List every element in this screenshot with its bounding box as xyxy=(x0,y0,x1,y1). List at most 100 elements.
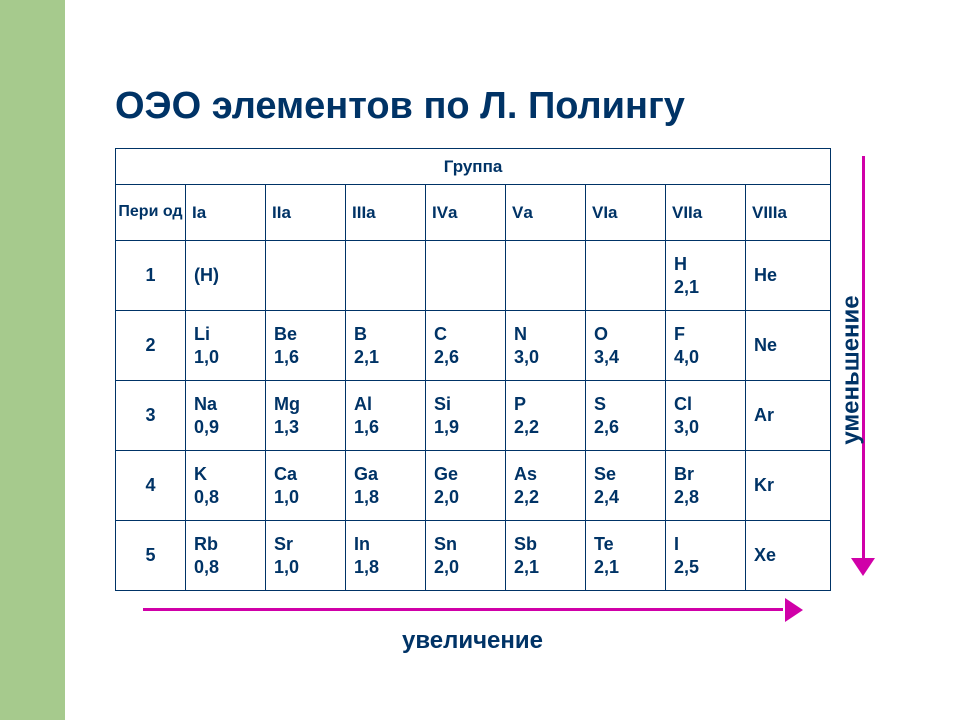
element-symbol: P xyxy=(514,394,526,414)
table-row: 2Li1,0Be1,6B2,1C2,6N3,0O3,4F4,0Ne xyxy=(116,311,831,381)
electronegativity-value: 2,4 xyxy=(594,486,657,509)
electronegativity-value: 4,0 xyxy=(674,346,737,369)
element-cell: C2,6 xyxy=(426,311,506,381)
content-row: Группа Пери од Iа IIа IIIа IVа Vа VIа VI… xyxy=(115,148,930,591)
electronegativity-value: 2,1 xyxy=(674,276,737,299)
element-symbol: Be xyxy=(274,324,297,344)
increase-label: увеличение xyxy=(115,627,830,655)
element-cell: Sn2,0 xyxy=(426,521,506,591)
electronegativity-value: 1,0 xyxy=(194,346,257,369)
element-symbol: Kr xyxy=(754,475,774,495)
electronegativity-table: Группа Пери од Iа IIа IIIа IVа Vа VIа VI… xyxy=(115,148,831,591)
element-symbol: Sn xyxy=(434,534,457,554)
table-row: 5Rb0,8Sr1,0In1,8Sn2,0Sb2,1Te2,1I2,5Xe xyxy=(116,521,831,591)
element-cell: Si1,9 xyxy=(426,381,506,451)
electronegativity-value: 1,8 xyxy=(354,556,417,579)
group-col-3: IIIа xyxy=(346,185,426,241)
element-cell: I2,5 xyxy=(666,521,746,591)
electronegativity-value: 2,2 xyxy=(514,416,577,439)
element-cell xyxy=(346,241,426,311)
element-symbol: Ca xyxy=(274,464,297,484)
electronegativity-value: 1,6 xyxy=(274,346,337,369)
element-symbol: Mg xyxy=(274,394,300,414)
period-number: 1 xyxy=(116,241,186,311)
element-cell: Xe xyxy=(746,521,831,591)
element-cell: He xyxy=(746,241,831,311)
element-symbol: Ne xyxy=(754,335,777,355)
element-symbol: Se xyxy=(594,464,616,484)
element-symbol: (H) xyxy=(194,265,219,285)
electronegativity-value: 3,0 xyxy=(674,416,737,439)
element-cell xyxy=(586,241,666,311)
element-cell: Li1,0 xyxy=(186,311,266,381)
electronegativity-value: 1,3 xyxy=(274,416,337,439)
element-cell xyxy=(266,241,346,311)
element-cell xyxy=(506,241,586,311)
element-cell: As2,2 xyxy=(506,451,586,521)
bottom-annotation: увеличение xyxy=(115,597,830,655)
element-symbol: H xyxy=(674,254,687,274)
element-cell: Ca1,0 xyxy=(266,451,346,521)
element-cell: Be1,6 xyxy=(266,311,346,381)
period-number: 5 xyxy=(116,521,186,591)
group-header: Группа xyxy=(116,149,831,185)
element-symbol: Xe xyxy=(754,545,776,565)
group-col-5: Vа xyxy=(506,185,586,241)
element-symbol: As xyxy=(514,464,537,484)
element-cell: Cl3,0 xyxy=(666,381,746,451)
element-cell: Sb2,1 xyxy=(506,521,586,591)
element-cell: Se2,4 xyxy=(586,451,666,521)
element-cell xyxy=(426,241,506,311)
element-symbol: Sr xyxy=(274,534,293,554)
element-cell: B2,1 xyxy=(346,311,426,381)
element-symbol: B xyxy=(354,324,367,344)
table-row: 4K0,8Ca1,0Ga1,8Ge2,0As2,2Se2,4Br2,8Kr xyxy=(116,451,831,521)
electronegativity-value: 2,1 xyxy=(514,556,577,579)
electronegativity-value: 2,2 xyxy=(514,486,577,509)
element-symbol: F xyxy=(674,324,685,344)
element-symbol: I xyxy=(674,534,679,554)
group-col-6: VIа xyxy=(586,185,666,241)
element-cell: F4,0 xyxy=(666,311,746,381)
element-symbol: He xyxy=(754,265,777,285)
right-annotation: уменьшение xyxy=(831,148,930,591)
element-symbol: Br xyxy=(674,464,694,484)
element-symbol: In xyxy=(354,534,370,554)
element-cell: Te2,1 xyxy=(586,521,666,591)
electronegativity-value: 3,0 xyxy=(514,346,577,369)
table-row: 1 (H) H2,1 He xyxy=(116,241,831,311)
element-cell: Rb0,8 xyxy=(186,521,266,591)
element-cell: N3,0 xyxy=(506,311,586,381)
period-number: 2 xyxy=(116,311,186,381)
group-col-1: Iа xyxy=(186,185,266,241)
electronegativity-value: 1,0 xyxy=(274,486,337,509)
element-cell: Ge2,0 xyxy=(426,451,506,521)
period-number: 3 xyxy=(116,381,186,451)
decrease-label: уменьшение xyxy=(837,295,865,444)
element-cell: Na0,9 xyxy=(186,381,266,451)
element-cell: Kr xyxy=(746,451,831,521)
element-cell: S2,6 xyxy=(586,381,666,451)
electronegativity-value: 0,8 xyxy=(194,486,257,509)
table-row: 3Na0,9Mg1,3Al1,6Si1,9P2,2S2,6Cl3,0Ar xyxy=(116,381,831,451)
element-cell: Ne xyxy=(746,311,831,381)
column-header-row: Пери од Iа IIа IIIа IVа Vа VIа VIIа VIII… xyxy=(116,185,831,241)
element-symbol: Ga xyxy=(354,464,378,484)
element-cell: Ar xyxy=(746,381,831,451)
element-cell: Mg1,3 xyxy=(266,381,346,451)
group-col-2: IIа xyxy=(266,185,346,241)
electronegativity-value: 2,0 xyxy=(434,556,497,579)
electronegativity-value: 1,0 xyxy=(274,556,337,579)
electronegativity-value: 2,1 xyxy=(594,556,657,579)
group-header-row: Группа xyxy=(116,149,831,185)
electronegativity-value: 0,9 xyxy=(194,416,257,439)
element-cell: O3,4 xyxy=(586,311,666,381)
element-symbol: O xyxy=(594,324,608,344)
element-cell: Ga1,8 xyxy=(346,451,426,521)
element-cell: Al1,6 xyxy=(346,381,426,451)
element-symbol: Te xyxy=(594,534,614,554)
slide-content: ОЭО элементов по Л. Полингу Группа Пери … xyxy=(65,0,960,720)
element-symbol: Al xyxy=(354,394,372,414)
element-symbol: C xyxy=(434,324,447,344)
arrow-head-down xyxy=(851,558,875,576)
